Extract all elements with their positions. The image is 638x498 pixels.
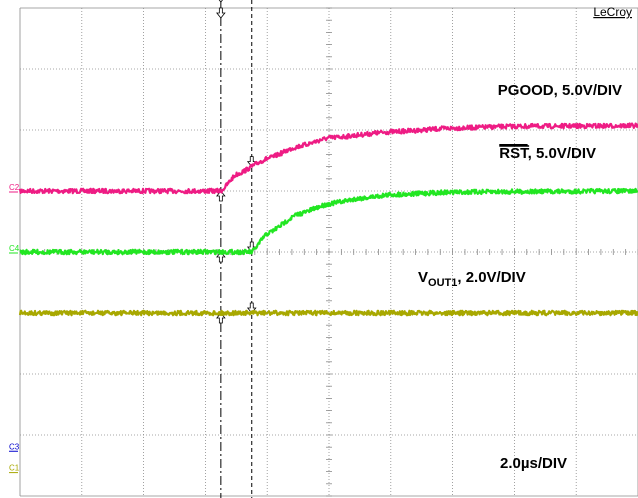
cursor-up-arrow-icon [216,190,226,202]
channel-marker-c2[interactable]: C2 [9,183,20,192]
rst-name: RST [499,145,529,162]
trace-vout1 [18,309,638,317]
cursor-down-arrow-icon [216,7,226,19]
waveform-traces [18,122,638,317]
timebase-label: 2.0µs/DIV [500,455,567,472]
channel-marker-c3[interactable]: C3 [9,442,20,451]
channel-marker-c1[interactable]: C1 [9,464,20,473]
pgood-label: PGOOD, 5.0V/DIV [498,82,622,99]
rst-label: RST, 5.0V/DIV [499,145,596,162]
trace-pgood [18,122,638,195]
trace-rst [19,187,638,256]
vout1-subscript: OUT1 [428,277,457,289]
channel-marker-c4[interactable]: C4 [9,244,20,253]
vout1-main: V [418,269,428,286]
vout1-label: VOUT1, 2.0V/DIV [418,269,526,289]
rst-scale: , 5.0V/DIV [528,145,596,162]
channel-markers: C2 C4 C3 C1 [9,183,20,474]
brand-logo: LeCroy [593,5,632,19]
vout1-scale: , 2.0V/DIV [457,269,525,286]
cursor-down-arrow-icon [218,0,223,3]
